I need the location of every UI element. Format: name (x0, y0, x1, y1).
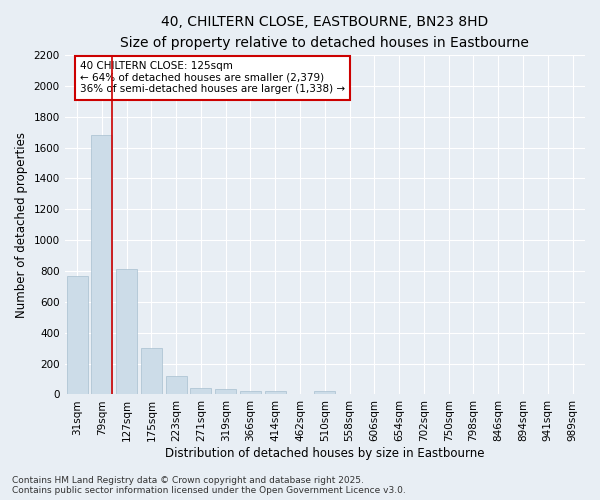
Title: 40, CHILTERN CLOSE, EASTBOURNE, BN23 8HD
Size of property relative to detached h: 40, CHILTERN CLOSE, EASTBOURNE, BN23 8HD… (121, 15, 529, 50)
Text: Contains HM Land Registry data © Crown copyright and database right 2025.
Contai: Contains HM Land Registry data © Crown c… (12, 476, 406, 495)
Bar (91, 135, 112, 394)
Bar (166, 376, 187, 394)
Y-axis label: Number of detached properties: Number of detached properties (15, 132, 28, 318)
Text: 40 CHILTERN CLOSE: 125sqm
← 64% of detached houses are smaller (2,379)
36% of se: 40 CHILTERN CLOSE: 125sqm ← 64% of detac… (80, 61, 345, 94)
Bar (240, 390, 261, 394)
Bar (190, 388, 211, 394)
Bar (314, 392, 335, 394)
Bar (265, 392, 286, 394)
Bar (67, 276, 88, 394)
Bar (215, 389, 236, 394)
Bar (141, 348, 162, 395)
X-axis label: Distribution of detached houses by size in Eastbourne: Distribution of detached houses by size … (165, 447, 485, 460)
Bar (116, 270, 137, 394)
